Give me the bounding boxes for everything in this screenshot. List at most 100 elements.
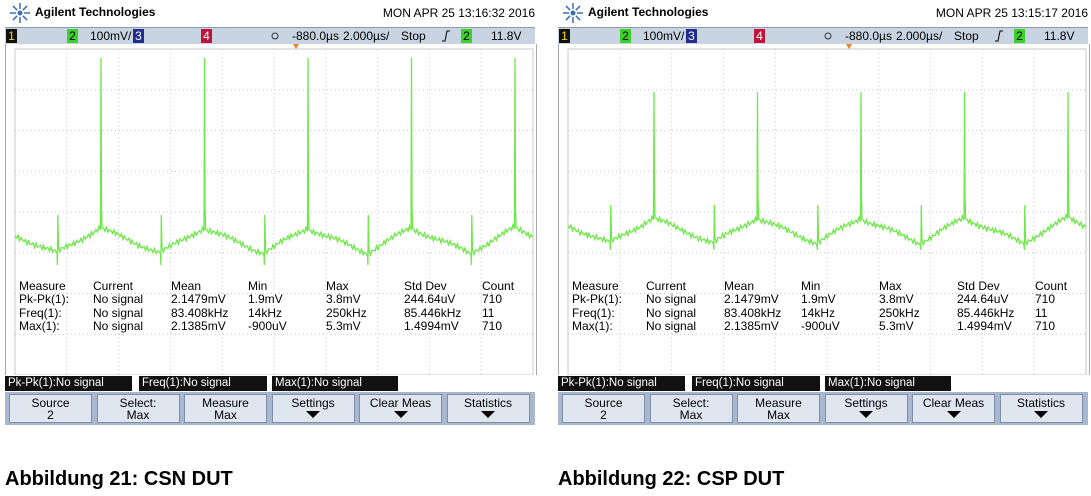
- table-header: Count: [1035, 279, 1068, 293]
- table-header: Measure: [572, 279, 619, 293]
- status-box: Freq(1):No signal: [139, 376, 267, 391]
- softkey-value: Max: [679, 408, 703, 422]
- softkey-label: Clear Meas: [369, 396, 432, 410]
- icon: [859, 411, 873, 418]
- table-cell: Pk-Pk(1):: [19, 292, 70, 306]
- channel-1: 1: [6, 29, 17, 43]
- softkey[interactable]: Statistics: [999, 394, 1083, 423]
- timebase: 2.000µs/: [343, 29, 390, 43]
- channel-4: 4: [754, 29, 765, 43]
- table-header: Std Dev: [404, 279, 447, 293]
- logo-ray: [565, 5, 571, 11]
- table-cell: Max(1):: [19, 319, 60, 333]
- table-header: Current: [93, 279, 134, 293]
- softkey[interactable]: Select: Max: [649, 394, 733, 423]
- table-cell: Freq(1):: [19, 305, 62, 320]
- delay: -880.0µs: [292, 29, 339, 43]
- table-cell: 2.1385mV: [724, 319, 779, 333]
- run-state: Stop: [954, 29, 979, 43]
- softkey[interactable]: Clear Meas: [912, 394, 995, 423]
- table-cell: 3.8mV: [879, 292, 914, 306]
- table-cell: -900uV: [801, 319, 840, 333]
- logo-ray: [575, 15, 581, 21]
- logo: [563, 3, 583, 23]
- trigger-icon: [271, 32, 279, 40]
- logo-ray: [22, 15, 28, 21]
- table-cell: No signal: [646, 319, 697, 333]
- table-cell: 3.8mV: [326, 292, 361, 306]
- table-cell: 1.4994mV: [957, 319, 1012, 333]
- softkey[interactable]: Source 2: [9, 394, 92, 423]
- channel-3: 3: [686, 29, 697, 43]
- scope-panel: Agilent Technologies MON APR 25 13:15:17 …: [558, 0, 1090, 496]
- table-header: Current: [646, 279, 687, 293]
- softkey-label: Source: [31, 396, 70, 410]
- softkey[interactable]: Settings: [824, 394, 908, 423]
- table-cell: Pk-Pk(1):: [572, 292, 623, 306]
- table-header: Count: [482, 279, 515, 293]
- trigger-source: 2: [461, 29, 472, 43]
- icon: [1034, 411, 1048, 418]
- icon: [393, 411, 408, 418]
- softkey[interactable]: Measure Max: [737, 394, 820, 423]
- softkey-label: Select:: [119, 396, 157, 410]
- table-cell: No signal: [646, 305, 697, 320]
- brand: Agilent Technologies: [35, 5, 156, 19]
- table-cell: 2.1479mV: [171, 292, 226, 306]
- table-cell: 1.9mV: [248, 292, 283, 306]
- datetime: MON APR 25 13:15:17 2016: [935, 6, 1088, 20]
- icon: [481, 411, 495, 418]
- channel-1: 1: [559, 29, 570, 43]
- softkey-label: Settings: [844, 396, 888, 410]
- table-cell: 83.408kHz: [724, 305, 782, 320]
- arrow: [306, 411, 320, 418]
- softkey[interactable]: Select: Max: [96, 394, 180, 423]
- table-cell: 14kHz: [801, 305, 836, 320]
- softkey[interactable]: Measure Max: [184, 394, 267, 423]
- trigger-icon: [824, 32, 832, 40]
- softkey[interactable]: Source 2: [562, 394, 645, 423]
- waveform: [14, 57, 534, 266]
- status-box: Max(1):No signal: [825, 376, 951, 391]
- trigger-marker: [846, 44, 852, 49]
- table-cell: 710: [482, 319, 503, 333]
- icon: [306, 411, 320, 418]
- softkey-label: Measure: [202, 396, 249, 410]
- icon: [824, 32, 832, 40]
- softkey-bar: Source 2 Select: Max Measure Max Settings Clear…: [5, 392, 535, 425]
- slope-icon: [442, 30, 450, 42]
- table-cell: Freq(1):: [572, 305, 615, 320]
- table-cell: No signal: [93, 319, 144, 333]
- table-cell: 2.1385mV: [171, 319, 226, 333]
- table-header: Max: [879, 279, 902, 293]
- softkey-label: Settings: [291, 396, 335, 410]
- softkey-label: Statistics: [1016, 396, 1065, 410]
- logo-dot: [570, 10, 576, 16]
- status-box: Max(1):No signal: [272, 376, 398, 391]
- channel-3: 3: [133, 29, 144, 43]
- status-box: Pk-Pk(1):No signal: [558, 376, 685, 391]
- screen: Measure Current Mean Min Max Std Dev Count Pk-P…: [558, 44, 1090, 375]
- logo-ray: [575, 5, 581, 11]
- table-cell: 1.4994mV: [404, 319, 459, 333]
- table-header: Mean: [724, 279, 755, 293]
- table-header: Std Dev: [957, 279, 1000, 293]
- softkey[interactable]: Settings: [271, 394, 355, 423]
- trigger-marker: [293, 44, 299, 49]
- channel-2-scale: 100mV/: [643, 29, 685, 43]
- softkey[interactable]: Statistics: [446, 394, 530, 423]
- logo-ray: [12, 15, 18, 21]
- table-header: Min: [801, 279, 821, 293]
- datetime: MON APR 25 13:16:32 2016: [382, 6, 535, 20]
- table-cell: 710: [1035, 319, 1056, 333]
- softkey[interactable]: Clear Meas: [359, 394, 442, 423]
- softkey-label: Source: [584, 396, 623, 410]
- table-cell: 83.408kHz: [171, 305, 229, 320]
- icon: [995, 30, 1003, 42]
- trigger-level: 11.8V: [1044, 29, 1075, 43]
- softkey-bar: Source 2 Select: Max Measure Max Settings Clear…: [558, 392, 1088, 425]
- status-bar: 1 2 100mV/3 4 -880.0µs 2.000µs/Stop 2 11.8V: [5, 27, 535, 45]
- arrow: [859, 411, 873, 418]
- status-box: Pk-Pk(1):No signal: [5, 376, 132, 391]
